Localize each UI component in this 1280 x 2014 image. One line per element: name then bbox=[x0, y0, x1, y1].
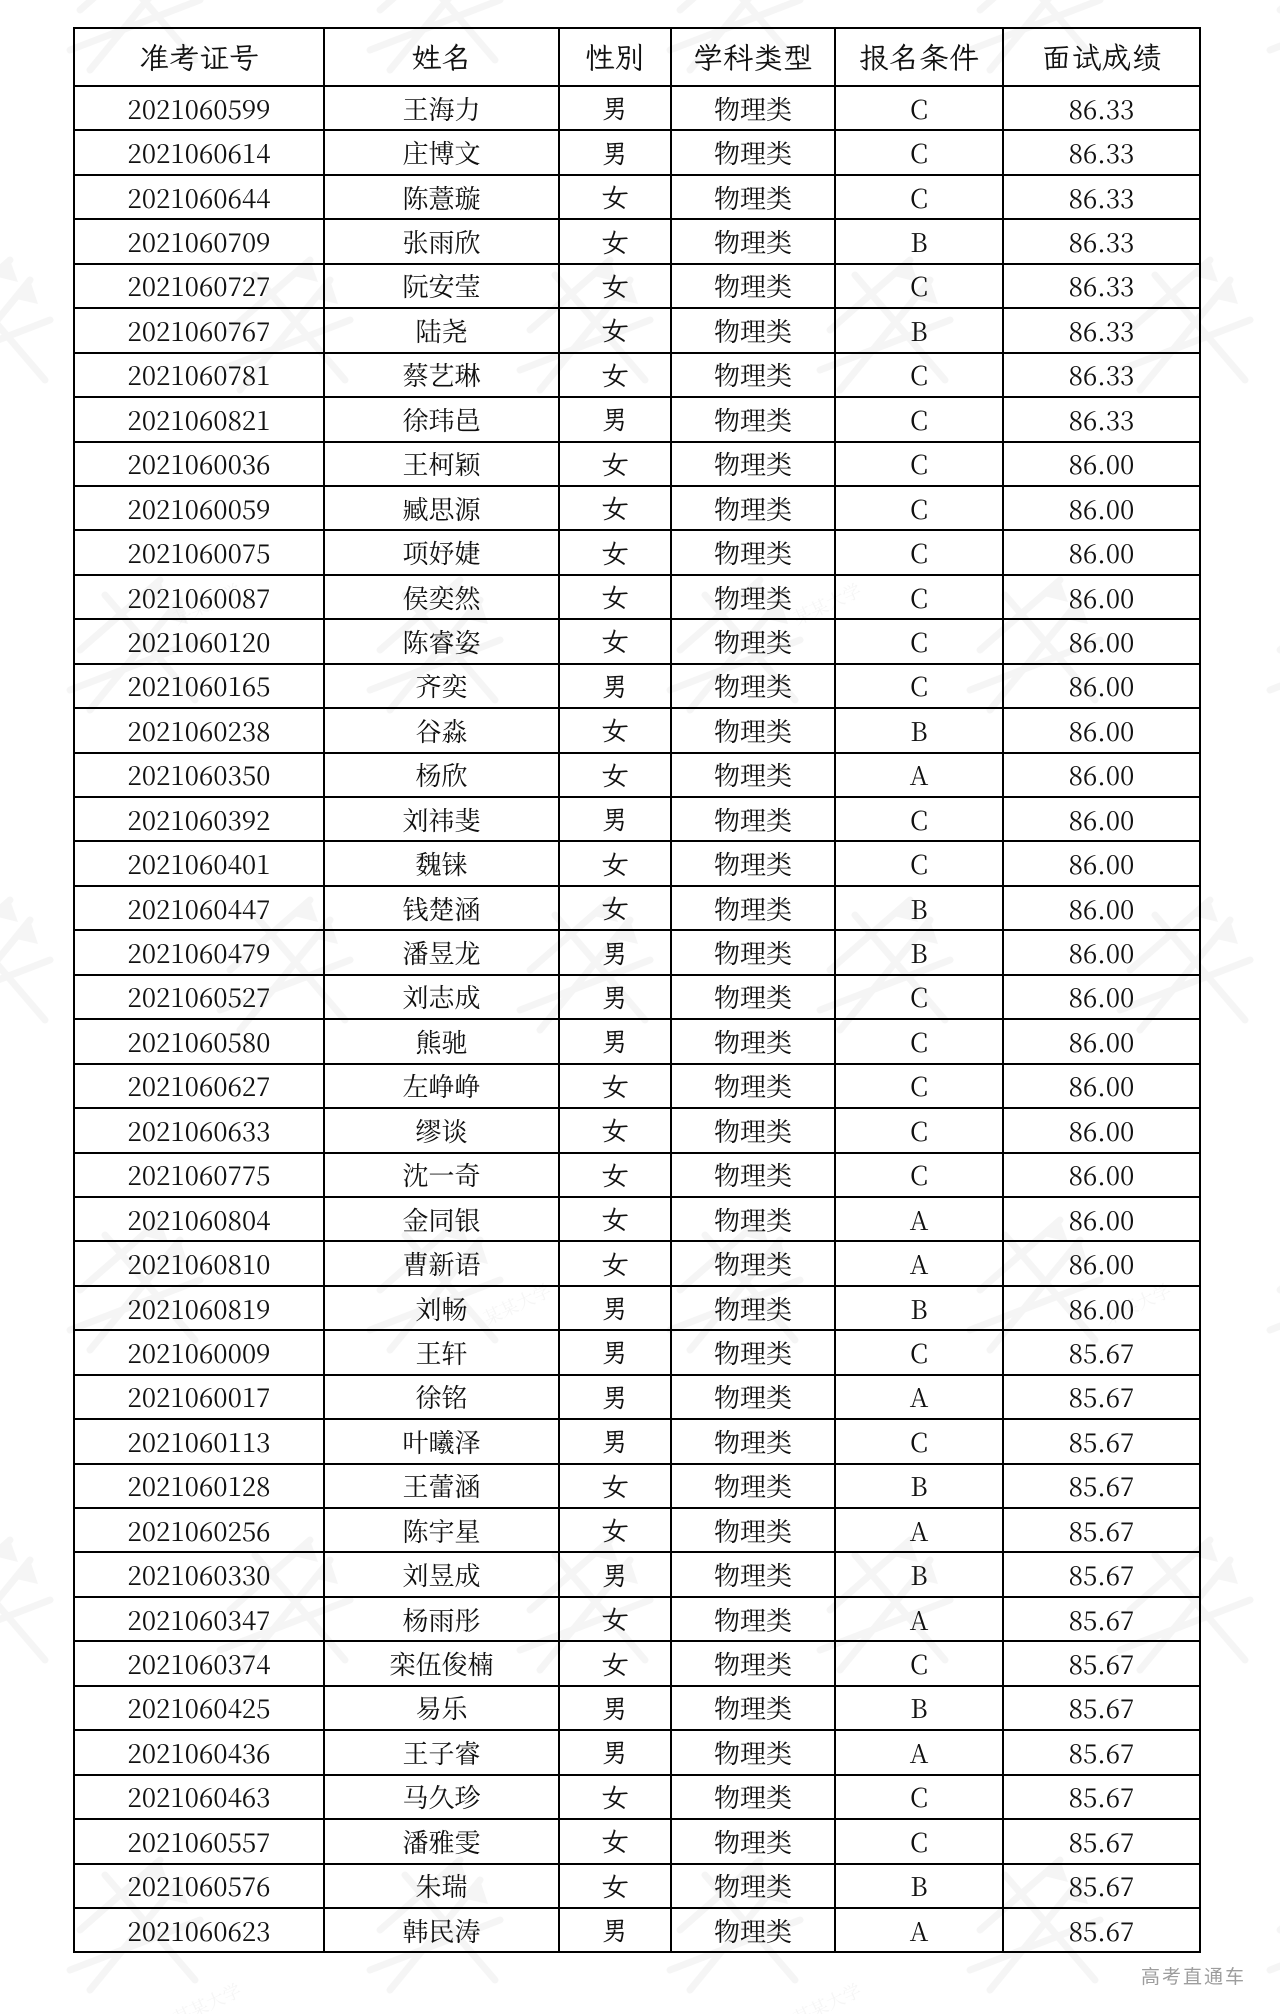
svg-text:某某大学: 某某大学 bbox=[789, 1977, 865, 2014]
svg-text:某某大学: 某某大学 bbox=[169, 1977, 245, 2014]
